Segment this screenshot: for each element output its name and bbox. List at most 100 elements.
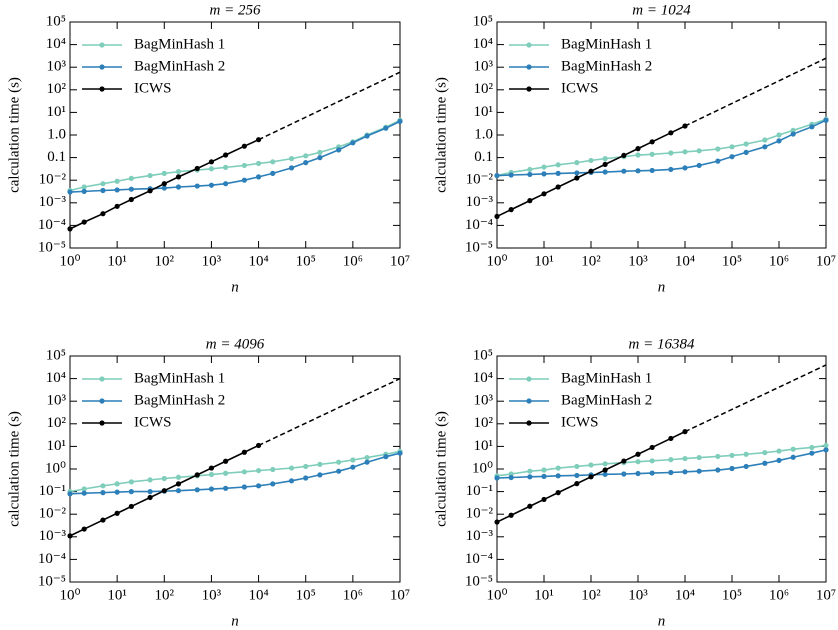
data-point [208, 471, 215, 478]
x-tick-label: 10³ [628, 587, 648, 603]
data-point [350, 140, 356, 146]
data-point [743, 141, 749, 147]
data-point [114, 187, 120, 193]
data-point [649, 151, 655, 157]
y-tick-label: 10² [474, 81, 494, 97]
data-point [508, 207, 514, 213]
data-point [223, 152, 229, 158]
y-tick-label: 10⁻⁵ [465, 239, 493, 255]
data-point [81, 184, 87, 190]
data-point [574, 175, 580, 181]
data-point [776, 448, 782, 454]
data-point [255, 483, 262, 489]
data-point [100, 211, 106, 217]
x-axis-label: n [231, 279, 239, 295]
data-point [696, 454, 702, 461]
y-tick-label: 10⁻⁴ [465, 217, 493, 233]
legend-label: BagMinHash 1 [134, 370, 225, 386]
data-point [208, 486, 215, 492]
data-point [668, 166, 674, 173]
legend-marker [99, 42, 105, 48]
data-point [527, 474, 533, 480]
data-point [175, 184, 182, 190]
data-point [147, 188, 153, 194]
data-point [350, 464, 356, 470]
x-tick-label: 10³ [628, 253, 648, 269]
data-point [100, 517, 106, 523]
data-point [270, 481, 276, 487]
data-point [715, 467, 721, 473]
x-tick-label: 10⁵ [722, 253, 742, 269]
y-tick-label: 10⁵ [473, 347, 493, 363]
data-point [194, 487, 200, 493]
data-point [223, 164, 229, 170]
series-line [69, 119, 401, 192]
legend-marker [99, 64, 105, 70]
y-tick-label: 10⁰ [472, 460, 493, 476]
extrapolation-line [684, 364, 827, 433]
data-point [383, 454, 389, 460]
data-point [67, 189, 73, 195]
data-point [194, 472, 200, 478]
subplot-title: m = 256 [210, 2, 261, 18]
y-tick-label: 10⁻⁵ [38, 239, 66, 255]
legend-marker [526, 64, 532, 70]
y-tick-label: 10⁻³ [39, 194, 67, 210]
data-point [114, 510, 120, 516]
data-point [270, 466, 276, 473]
y-tick-label: 1.0 [474, 126, 493, 142]
data-point [255, 442, 262, 449]
data-point [541, 473, 547, 480]
x-tick-label: 10⁵ [296, 587, 316, 603]
data-point [555, 162, 561, 168]
legend-label: ICWS [134, 414, 172, 430]
data-point [175, 174, 182, 180]
data-point [147, 489, 153, 495]
y-tick-label: 10¹ [47, 438, 67, 454]
x-tick-label: 10⁵ [722, 587, 742, 603]
data-point [67, 533, 73, 539]
data-point [128, 503, 134, 510]
x-tick-label: 10⁴ [675, 587, 695, 603]
data-point [128, 196, 134, 203]
data-point [762, 450, 768, 456]
y-tick-label: 0.1 [474, 149, 493, 165]
data-point [776, 138, 782, 144]
y-tick-label: 10⁻⁵ [38, 573, 66, 589]
data-point [621, 168, 627, 174]
x-tick-label: 10¹ [534, 587, 554, 603]
data-point [790, 127, 796, 133]
data-point [255, 160, 262, 167]
data-point [223, 470, 229, 476]
data-point [809, 124, 815, 130]
data-point [527, 171, 533, 178]
legend-label: BagMinHash 2 [561, 392, 652, 408]
y-axis-label: calculation time (s) [6, 411, 22, 527]
data-point [823, 442, 829, 449]
data-point [574, 160, 580, 166]
data-point [223, 485, 229, 491]
data-point [81, 490, 87, 496]
data-point [668, 130, 674, 136]
y-tick-label: 10⁻³ [466, 194, 494, 210]
y-tick-label: 10⁰ [45, 460, 66, 476]
data-point [588, 462, 594, 468]
data-point [364, 454, 370, 461]
x-tick-label: 10³ [202, 587, 222, 603]
x-tick-label: 10⁷ [816, 253, 836, 269]
data-point [67, 226, 73, 232]
data-point [776, 457, 782, 464]
data-point [649, 458, 655, 464]
data-point [175, 169, 182, 175]
data-point [241, 449, 247, 455]
data-point [602, 461, 608, 467]
data-point [588, 157, 594, 164]
data-point [175, 474, 182, 480]
data-point [715, 453, 721, 460]
x-tick-label: 10⁷ [390, 587, 410, 603]
data-point [729, 465, 735, 472]
y-tick-label: 10⁻⁵ [465, 573, 493, 589]
x-axis-label: n [231, 613, 239, 629]
y-tick-label: 10⁻² [39, 506, 67, 522]
